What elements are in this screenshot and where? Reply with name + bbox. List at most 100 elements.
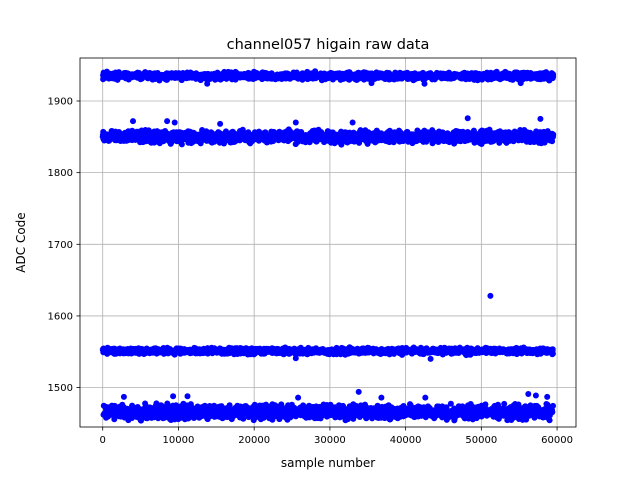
data-point <box>462 71 469 78</box>
data-point <box>207 136 214 143</box>
data-point <box>116 74 123 81</box>
data-point <box>182 132 189 139</box>
data-point <box>298 348 305 354</box>
data-point <box>549 351 556 358</box>
data-point <box>271 349 278 356</box>
data-point <box>216 349 223 356</box>
data-point <box>136 73 143 80</box>
data-point <box>438 132 445 139</box>
data-point <box>298 71 305 78</box>
data-point <box>212 131 219 138</box>
data-point <box>224 350 231 357</box>
data-point <box>166 73 173 80</box>
data-point <box>178 141 185 148</box>
data-point <box>174 135 181 142</box>
data-point <box>195 137 202 143</box>
data-point <box>520 349 527 356</box>
data-point <box>432 137 439 144</box>
data-point <box>531 139 538 145</box>
data-point <box>180 348 187 355</box>
data-point <box>191 71 198 78</box>
data-point <box>271 134 278 140</box>
data-point <box>318 349 325 355</box>
data-point <box>454 348 461 355</box>
data-point <box>457 134 464 141</box>
data-point <box>447 348 454 355</box>
data-point <box>441 348 448 355</box>
data-point <box>145 127 152 134</box>
data-point <box>361 75 368 82</box>
data-point <box>415 75 422 82</box>
data-point <box>129 127 136 134</box>
data-point <box>312 68 319 75</box>
data-point <box>351 138 358 145</box>
data-point <box>260 130 267 137</box>
data-point <box>337 349 344 356</box>
data-point <box>422 132 429 139</box>
data-point <box>504 71 510 78</box>
data-point <box>134 134 141 141</box>
data-point <box>148 134 155 141</box>
data-point <box>376 134 383 141</box>
data-point <box>349 73 356 80</box>
data-point <box>294 133 301 140</box>
data-point <box>232 68 239 75</box>
data-point <box>225 68 232 75</box>
data-point <box>349 348 356 355</box>
data-point <box>100 131 107 138</box>
data-point <box>312 129 319 135</box>
data-point <box>456 71 463 78</box>
data-point <box>530 347 537 354</box>
data-point <box>541 73 548 80</box>
data-point <box>255 133 262 140</box>
data-point <box>240 348 246 355</box>
data-point <box>395 136 402 143</box>
data-point <box>232 346 238 353</box>
data-point <box>334 133 341 140</box>
data-point <box>121 135 127 142</box>
data-point <box>187 132 194 139</box>
data-point <box>531 131 538 138</box>
data-point <box>470 135 477 141</box>
data-point <box>281 349 288 356</box>
data-point <box>183 72 190 79</box>
data-point <box>440 75 447 81</box>
data-point <box>148 346 155 353</box>
data-point <box>322 136 329 143</box>
data-point <box>242 72 249 79</box>
data-point <box>102 348 109 355</box>
data-point <box>509 347 515 353</box>
data-point <box>335 74 342 81</box>
data-point <box>340 72 347 79</box>
data-point <box>202 347 209 354</box>
data-point <box>451 139 458 146</box>
data-point <box>409 139 416 145</box>
data-point <box>376 73 383 80</box>
data-point <box>244 134 251 141</box>
data-point <box>365 347 371 354</box>
data-point <box>468 348 475 354</box>
data-point <box>110 129 117 135</box>
data-point <box>201 73 208 80</box>
data-point <box>396 350 403 357</box>
grid <box>80 58 576 427</box>
data-point <box>274 71 281 78</box>
data-point <box>425 71 432 78</box>
data-point <box>218 136 225 142</box>
data-point <box>395 74 401 80</box>
data-point <box>481 71 488 78</box>
data-point <box>254 73 261 80</box>
data-point <box>302 132 309 138</box>
data-point <box>165 131 172 138</box>
data-point <box>226 136 233 143</box>
data-point <box>160 350 167 357</box>
data-point <box>496 73 503 80</box>
data-point <box>365 70 372 77</box>
data-point <box>346 134 353 141</box>
data-point <box>488 131 495 138</box>
data-point <box>516 130 523 136</box>
data-point <box>260 350 267 357</box>
data-point <box>410 131 417 138</box>
data-point <box>112 347 119 354</box>
